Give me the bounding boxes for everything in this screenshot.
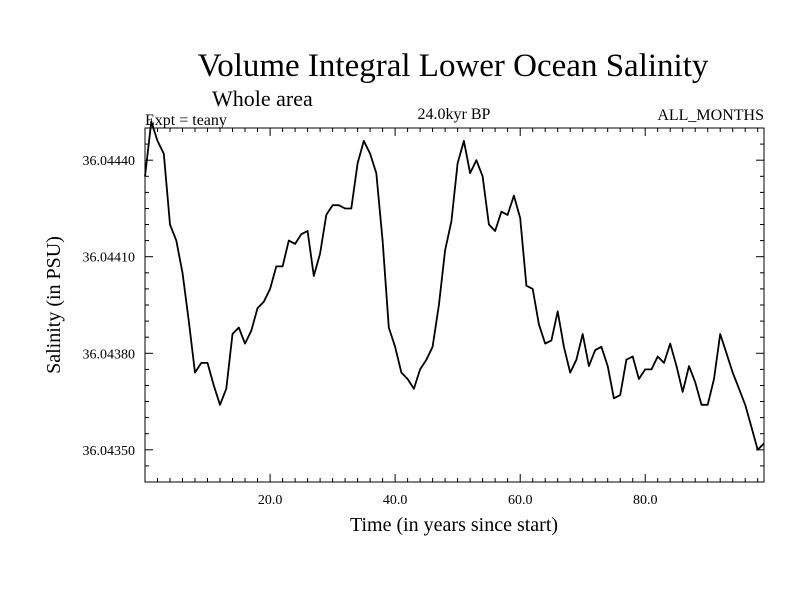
experiment-label: Expt = teany bbox=[145, 112, 227, 129]
months-label: ALL_MONTHS bbox=[657, 107, 764, 124]
x-axis-label: Time (in years since start) bbox=[350, 514, 558, 536]
axes: 20.0 40.0 60.0 80.0 36.04350 36.04380 36.04410… bbox=[83, 128, 764, 508]
y-tick-label: 36.04380 bbox=[83, 347, 136, 362]
plot-frame bbox=[144, 127, 765, 483]
period-label: 24.0kyr BP bbox=[418, 106, 491, 123]
x-tick-label: 80.0 bbox=[633, 493, 658, 508]
y-tick-label: 36.04350 bbox=[83, 444, 136, 459]
chart-title: Volume Integral Lower Ocean Salinity bbox=[198, 48, 709, 84]
x-tick-label: 40.0 bbox=[383, 493, 408, 508]
x-tick-label: 20.0 bbox=[258, 493, 283, 508]
chart-subtitle: Whole area bbox=[212, 86, 313, 111]
series-layer bbox=[144, 120, 765, 451]
y-axis-label: Salinity (in PSU) bbox=[43, 236, 65, 374]
series-line-salinity bbox=[144, 120, 765, 451]
y-tick-label: 36.04410 bbox=[83, 251, 136, 266]
y-tick-label: 36.04440 bbox=[83, 154, 136, 169]
x-tick-label: 60.0 bbox=[508, 493, 533, 508]
